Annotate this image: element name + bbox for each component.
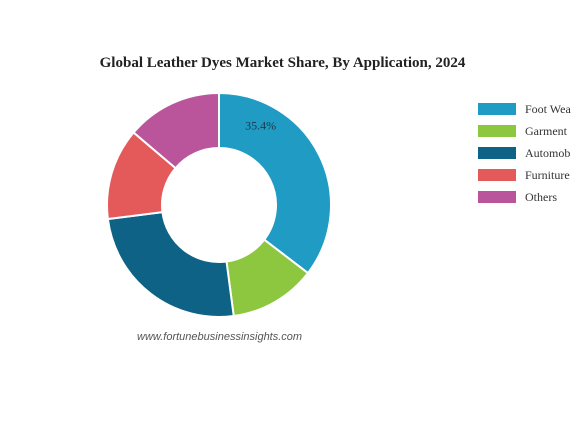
slice-foot-wea xyxy=(218,91,332,275)
legend-label: Garment xyxy=(525,123,567,138)
slice-automob xyxy=(106,211,235,318)
legend-swatch xyxy=(478,125,516,137)
legend-item: Others xyxy=(478,186,571,208)
legend-swatch xyxy=(478,169,516,181)
legend-label: Others xyxy=(525,189,557,204)
source-credit: www.fortunebusinessinsights.com xyxy=(137,331,303,343)
legend-swatch xyxy=(478,103,516,115)
legend-item: Foot Wea xyxy=(478,98,571,120)
legend-swatch xyxy=(478,147,516,159)
legend-item: Furniture xyxy=(478,164,571,186)
legend-label: Automob xyxy=(525,145,571,160)
legend: Foot Wea Garment Automob Furniture Others xyxy=(478,98,571,208)
legend-label: Furniture xyxy=(525,167,570,182)
data-label-0: 35.4% xyxy=(245,119,276,133)
slice-others xyxy=(132,91,220,170)
legend-swatch xyxy=(478,191,516,203)
legend-item: Garment xyxy=(478,120,571,142)
legend-label: Foot Wea xyxy=(525,101,571,116)
legend-item: Automob xyxy=(478,142,571,164)
chart-title: Global Leather Dyes Market Share, By App… xyxy=(99,55,466,71)
